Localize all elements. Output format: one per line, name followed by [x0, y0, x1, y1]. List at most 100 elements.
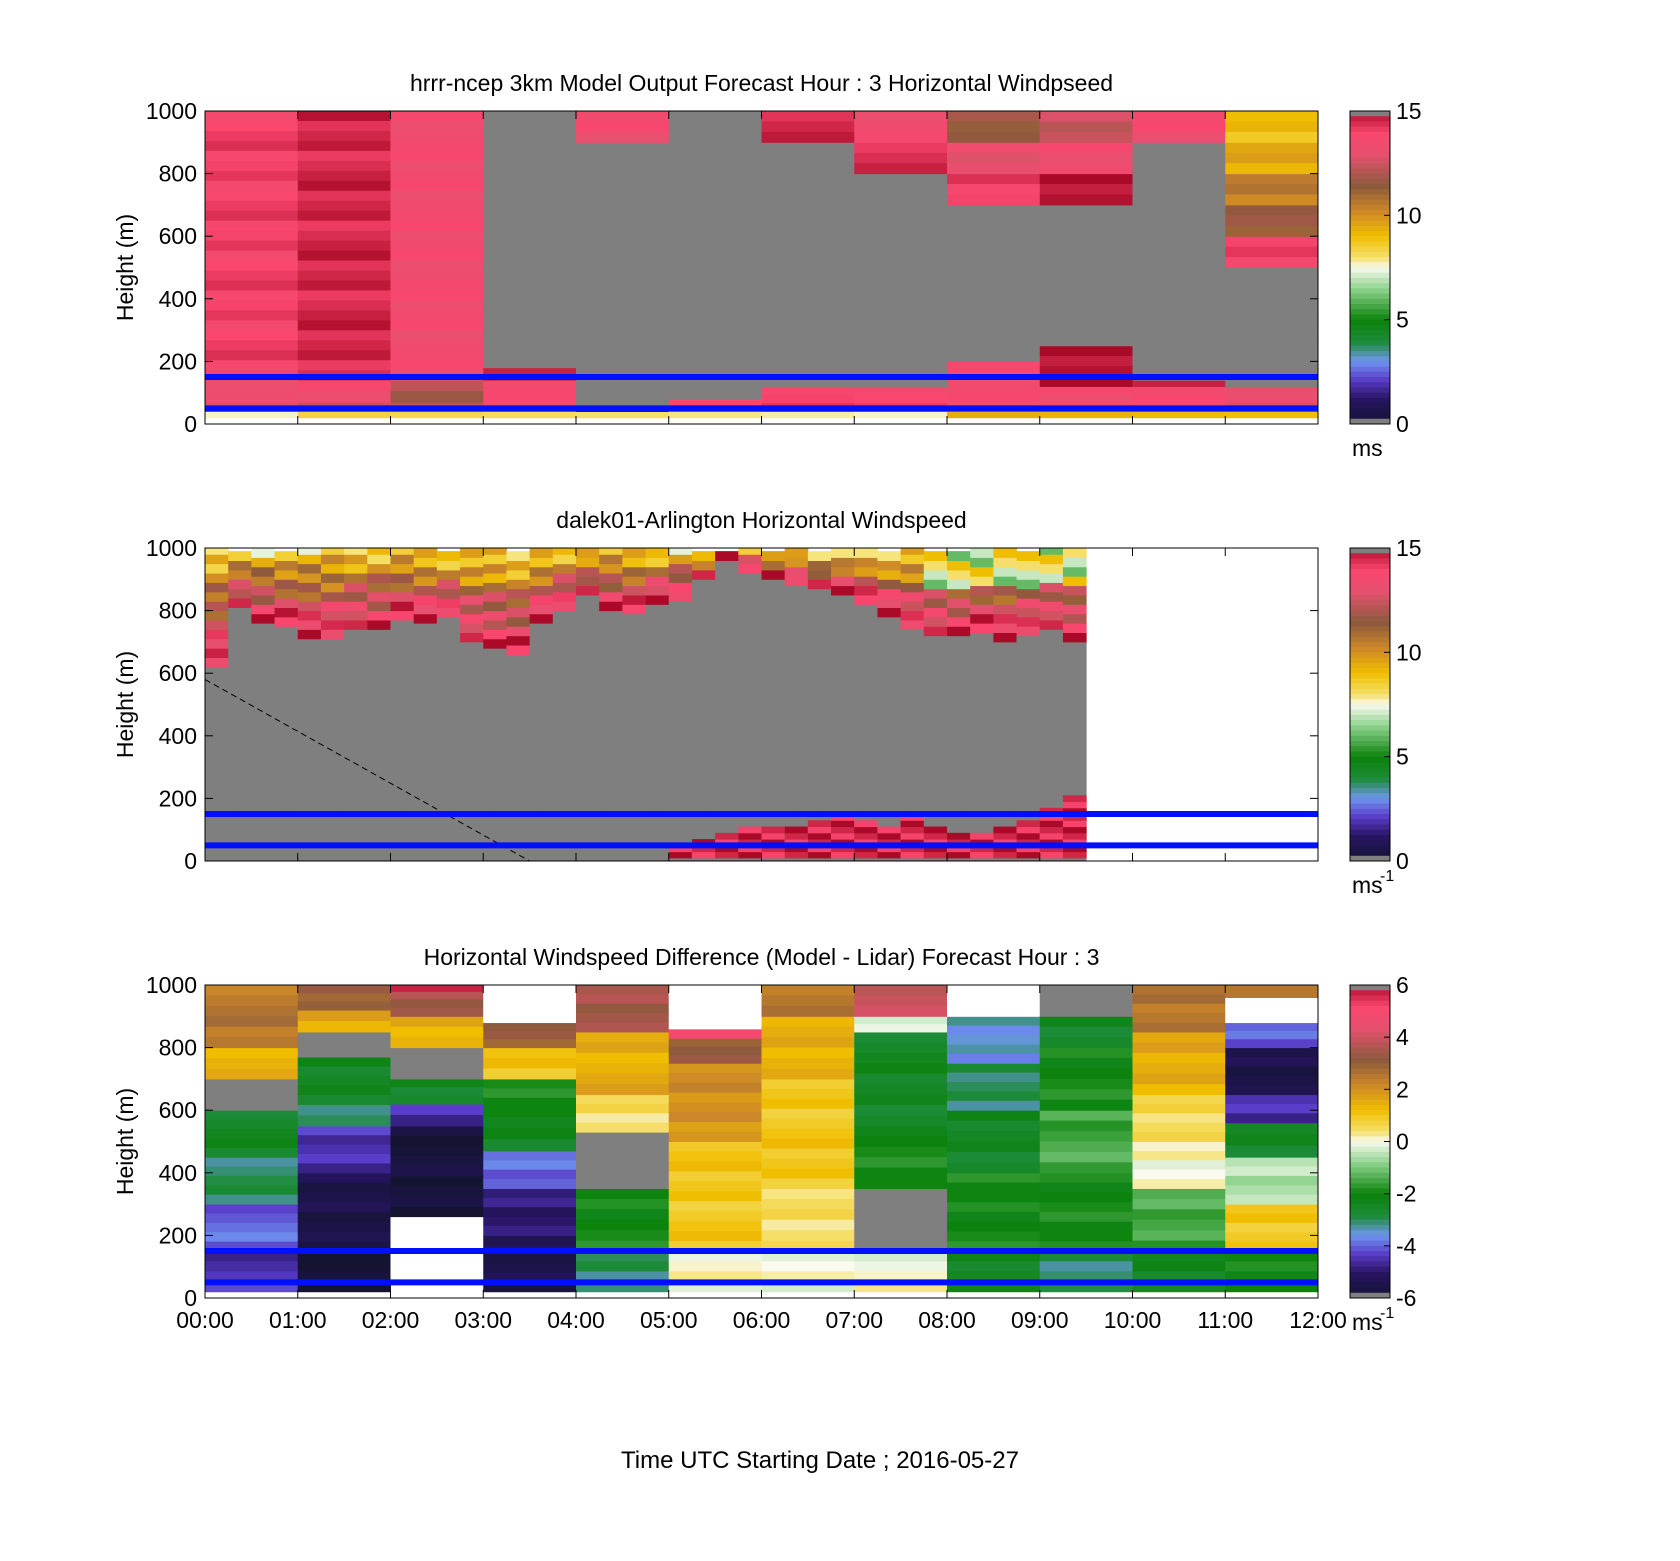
colorbar-swatch — [1350, 267, 1390, 274]
heatmap-cell — [390, 1037, 484, 1049]
heatmap-cell — [205, 310, 299, 321]
colorbar-swatch — [1350, 142, 1390, 149]
heatmap-cell — [228, 588, 252, 599]
heatmap-cell — [390, 1007, 484, 1017]
heatmap-cell — [807, 826, 832, 834]
heatmap-cell — [205, 130, 299, 142]
missing-data-cell — [761, 579, 786, 861]
heatmap-cell — [1039, 255, 1133, 266]
heatmap-cell — [390, 290, 484, 301]
heatmap-cell — [413, 604, 438, 615]
heatmap-cell — [390, 1026, 484, 1038]
heatmap-cell — [947, 1035, 1041, 1045]
heatmap-cell — [367, 601, 391, 612]
heatmap-cell — [529, 594, 554, 605]
heatmap-cell — [1039, 582, 1064, 593]
heatmap-cell — [854, 254, 948, 266]
colorbar-swatch — [1350, 319, 1390, 326]
heatmap-cell — [576, 1103, 670, 1114]
heatmap-cell — [297, 1172, 391, 1184]
heatmap-cell — [483, 601, 507, 612]
heatmap-cell — [205, 573, 229, 583]
heatmap-cell — [390, 280, 484, 291]
colorbar-swatch — [1350, 1089, 1390, 1096]
heatmap-cell — [761, 284, 855, 296]
colorbar-swatch — [1350, 225, 1390, 232]
heatmap-cell — [1132, 320, 1226, 332]
colorbar-tick-label: 6 — [1396, 972, 1409, 998]
colorbar-swatch — [1350, 1068, 1390, 1075]
heatmap-cell — [947, 263, 1041, 274]
missing-data-cell — [367, 629, 391, 861]
colorbar-swatch — [1350, 1178, 1390, 1184]
heatmap-cell — [367, 619, 391, 630]
heatmap-cell — [297, 130, 391, 142]
heatmap-cell — [1225, 336, 1319, 348]
heatmap-cell — [1225, 1213, 1319, 1224]
colorbar-swatch — [1350, 688, 1390, 695]
heatmap-cell — [854, 295, 948, 306]
heatmap-cell — [1132, 152, 1226, 163]
heatmap-cell — [1132, 1063, 1226, 1075]
heatmap-cell — [668, 1181, 762, 1192]
heatmap-cell — [483, 985, 577, 995]
heatmap-cell — [576, 324, 670, 335]
heatmap-cell — [668, 985, 762, 997]
colorbar-swatch — [1350, 631, 1390, 638]
heatmap-cell — [576, 1073, 670, 1085]
heatmap-cell — [947, 411, 1041, 419]
colorbar-swatch — [1350, 1287, 1390, 1294]
heatmap-cell — [1225, 1005, 1319, 1015]
colorbar-tick-label: 5 — [1396, 744, 1409, 770]
heatmap-cell — [1132, 411, 1226, 419]
heatmap-cell — [436, 607, 461, 618]
heatmap-cell — [228, 569, 252, 580]
heatmap-cell — [297, 290, 391, 301]
heatmap-cell — [761, 325, 855, 337]
colorbar-swatch — [1350, 584, 1390, 591]
heatmap-cell — [251, 548, 276, 558]
heatmap-cell — [1039, 152, 1133, 164]
colorbar-swatch — [1350, 1271, 1390, 1278]
heatmap-cell — [274, 579, 299, 590]
heatmap-cell — [297, 1154, 391, 1164]
heatmap-cell — [761, 1178, 855, 1189]
heatmap-cell — [668, 851, 693, 859]
heatmap-cell — [668, 1017, 762, 1030]
heatmap-cell — [483, 1013, 577, 1024]
heatmap-cell — [947, 607, 971, 618]
heatmap-cell — [483, 629, 507, 640]
heatmap-cell — [576, 1209, 670, 1221]
heatmap-cell — [947, 332, 1041, 343]
heatmap-cell — [831, 826, 855, 834]
heatmap-cell — [668, 1028, 762, 1039]
heatmap-cell — [576, 1022, 670, 1033]
heatmap-cell — [1132, 131, 1226, 143]
heatmap-cell — [947, 1271, 1041, 1283]
heatmap-cell — [1016, 832, 1041, 840]
heatmap-cell — [947, 1141, 1041, 1153]
heatmap-cell — [1132, 1179, 1226, 1189]
x-tick-label: 05:00 — [640, 1307, 698, 1333]
heatmap-cell — [645, 576, 670, 587]
heatmap-cell — [205, 1175, 299, 1186]
colorbar-swatch — [1350, 714, 1390, 721]
heatmap-cell — [297, 1231, 391, 1243]
colorbar-swatch — [1350, 829, 1390, 836]
heatmap-cell — [413, 613, 438, 624]
heatmap-cell — [854, 1271, 948, 1283]
heatmap-cell — [205, 582, 229, 593]
heatmap-cell — [761, 1240, 855, 1252]
heatmap-cell — [854, 131, 948, 143]
heatmap-cell — [483, 180, 577, 191]
heatmap-cell — [807, 820, 832, 828]
colorbar-swatch — [1350, 111, 1390, 117]
heatmap-cell — [947, 626, 971, 637]
heatmap-cell — [483, 391, 577, 403]
colorbar-swatch — [1350, 262, 1390, 268]
heatmap-cell — [877, 560, 902, 571]
colorbar-swatch — [1350, 1230, 1390, 1236]
heatmap-cell — [761, 111, 855, 122]
heatmap-cell — [297, 270, 391, 281]
heatmap-cell — [761, 335, 855, 347]
